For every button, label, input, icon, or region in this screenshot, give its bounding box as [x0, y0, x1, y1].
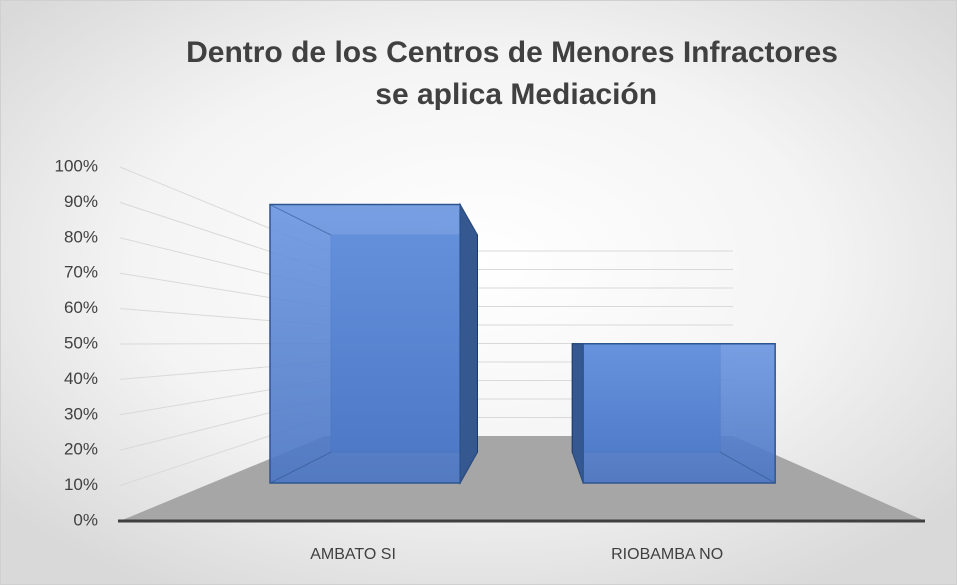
y-tick-label: 20% — [64, 440, 98, 459]
bar-front — [269, 203, 461, 484]
chart-title: Dentro de los Centros de Menores Infract… — [186, 36, 838, 111]
bar-front — [582, 343, 776, 484]
bar-edge — [459, 451, 478, 484]
bar — [269, 202, 478, 485]
x-tick-label: AMBATO SI — [310, 546, 396, 563]
y-tick-label: 70% — [64, 263, 98, 282]
y-tick-label: 50% — [64, 333, 98, 352]
y-tick-label: 90% — [64, 192, 98, 211]
bars — [269, 202, 776, 485]
bar-edge — [571, 451, 584, 484]
bar-edge — [269, 204, 332, 236]
y-tick-label: 60% — [64, 298, 98, 317]
y-tick-label: 80% — [64, 227, 98, 246]
y-tick-label: 100% — [55, 156, 98, 175]
y-tick-label: 30% — [64, 404, 98, 423]
bar-edge — [269, 451, 332, 484]
y-tick-label: 40% — [64, 369, 98, 388]
y-tick-label: 10% — [64, 475, 98, 494]
y-tick-label: 0% — [73, 510, 98, 529]
bar-side — [459, 202, 478, 485]
bar — [571, 343, 776, 484]
bar-edge — [719, 451, 776, 484]
bar-edge — [459, 204, 478, 236]
x-tick-label: RIOBAMBA NO — [611, 546, 723, 563]
